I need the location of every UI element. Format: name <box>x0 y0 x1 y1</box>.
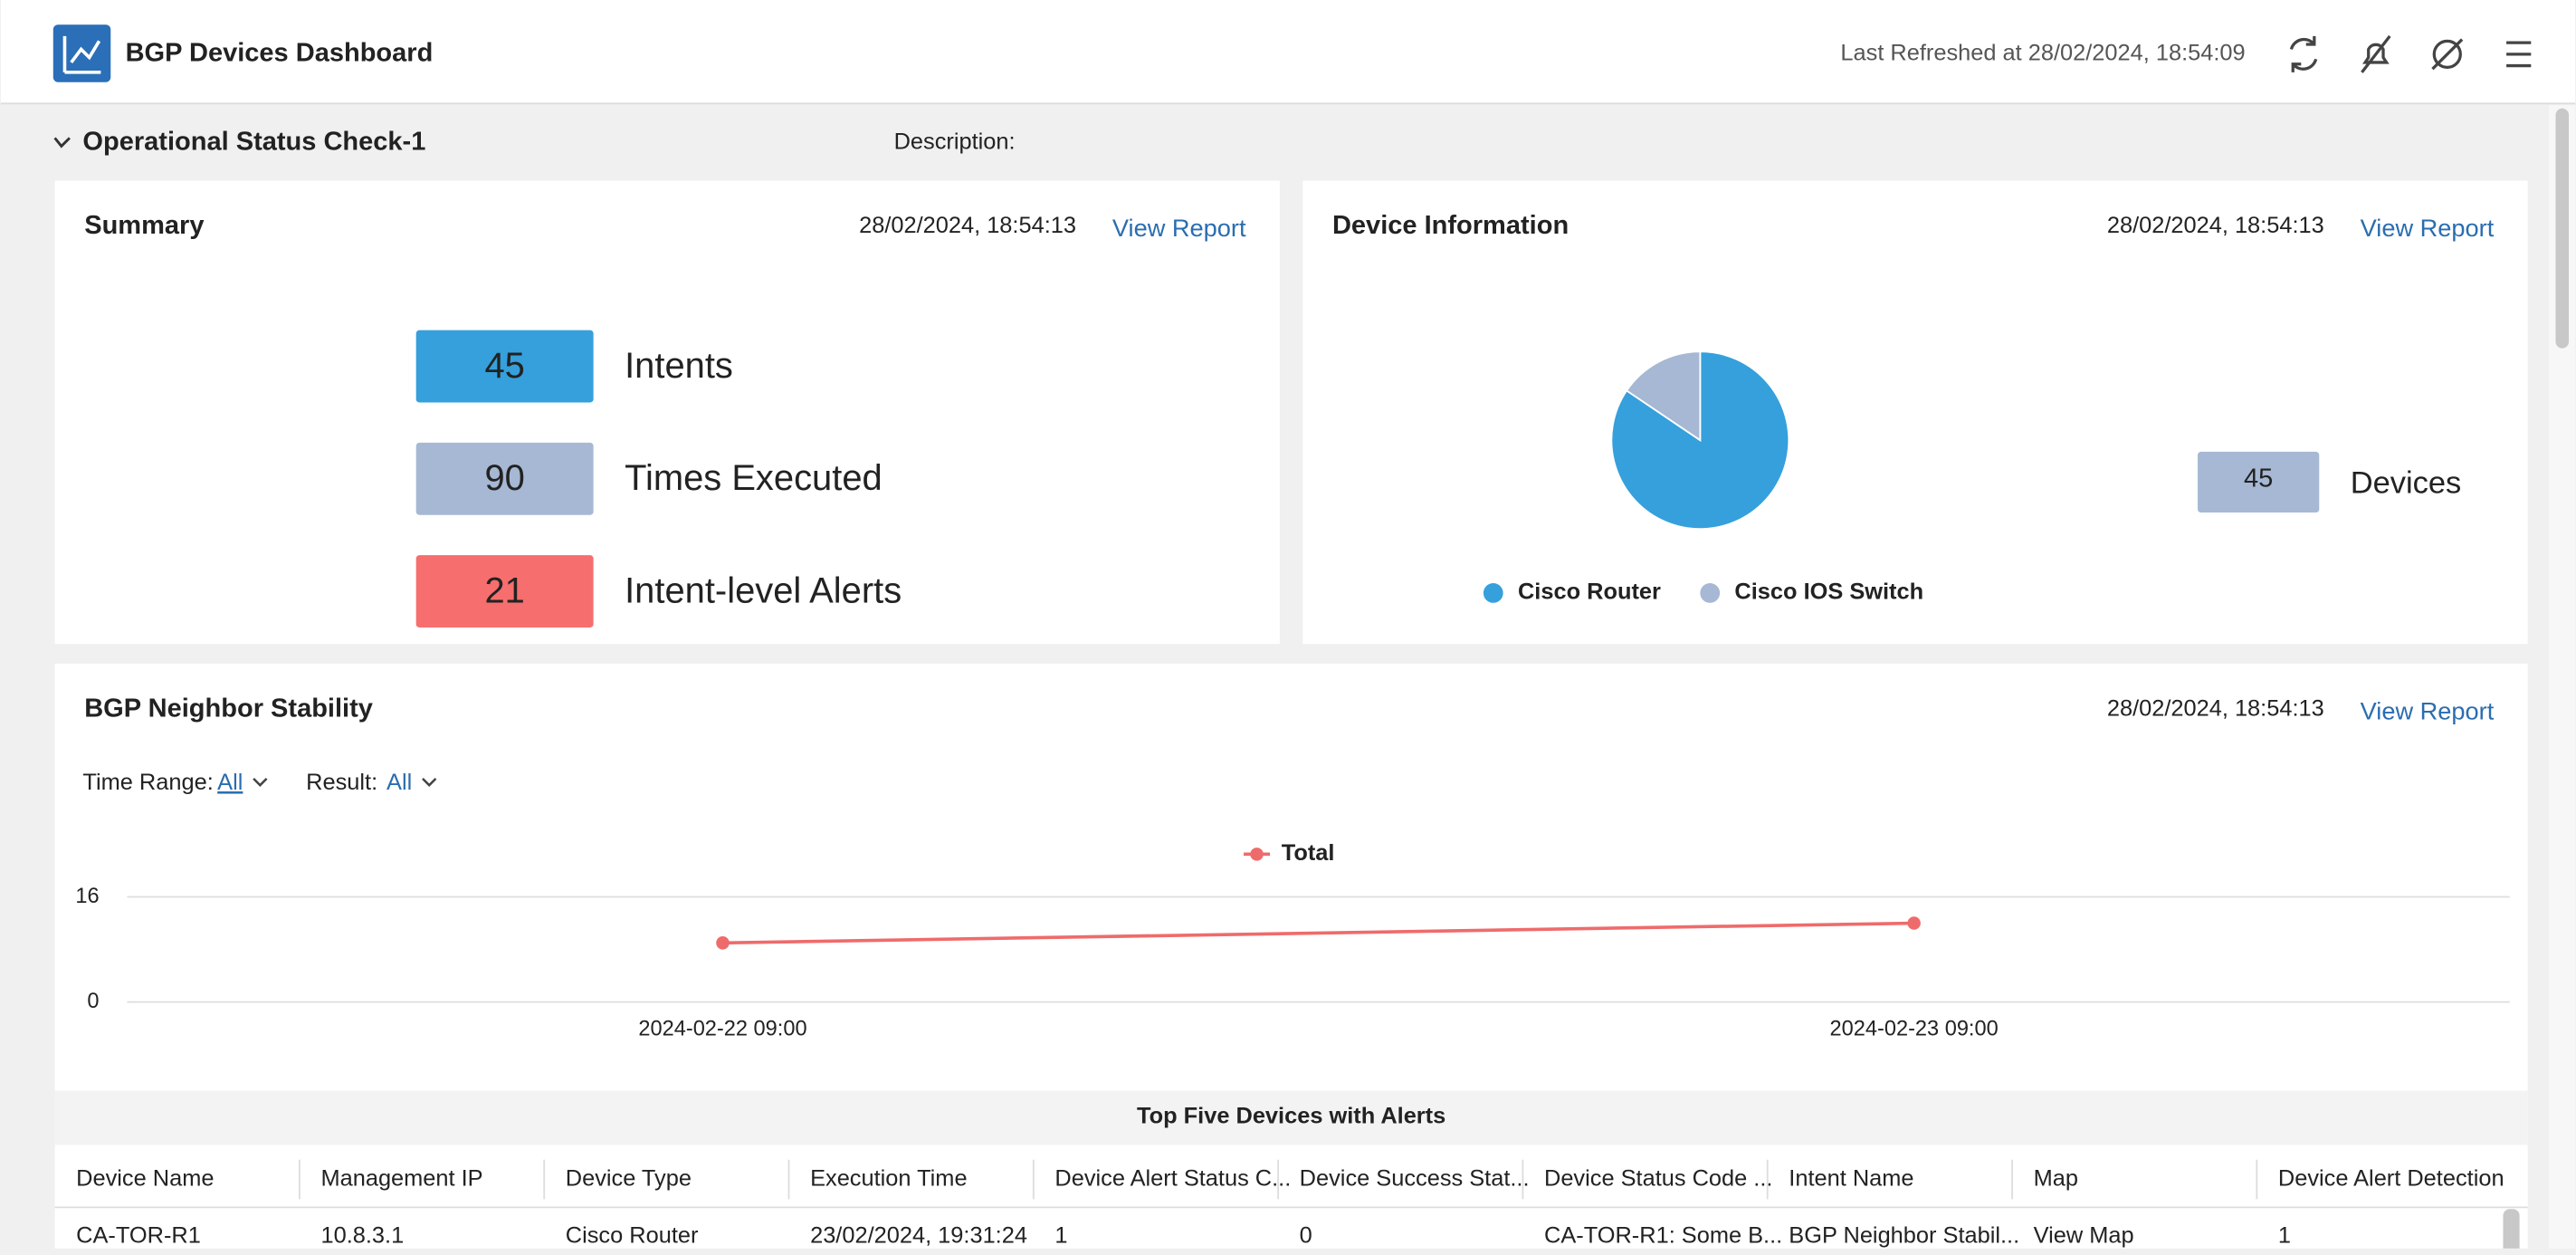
view-report-link[interactable]: View Report <box>2361 697 2495 725</box>
legend-dot <box>1250 848 1264 861</box>
section-title[interactable]: Operational Status Check-1 <box>82 128 425 157</box>
filter-label: Time Range: <box>82 770 213 795</box>
table-title: Top Five Devices with Alerts <box>1137 1103 1445 1128</box>
scrollbar-thumb[interactable] <box>2555 108 2570 349</box>
summary-label: Intent-level Alerts <box>625 570 902 610</box>
view-report-link[interactable]: View Report <box>2361 214 2495 242</box>
column-header[interactable]: Map <box>2034 1165 2078 1191</box>
legend-label[interactable]: Cisco IOS Switch <box>1734 580 1923 605</box>
series-line <box>722 921 1914 945</box>
table-cell: 0 <box>1300 1223 1312 1249</box>
table-cell[interactable]: 1 <box>1054 1223 1067 1249</box>
device-count-box <box>2198 451 2320 513</box>
view-report-link[interactable]: View Report <box>1112 214 1246 242</box>
y-tick-label: 16 <box>75 884 99 907</box>
table-cell: 1 <box>2278 1223 2291 1249</box>
header-bar <box>0 0 2576 104</box>
mute-icon[interactable] <box>2361 34 2391 73</box>
summary-label: Intents <box>625 346 733 386</box>
logo <box>52 24 111 82</box>
card-title: Summary <box>84 211 204 240</box>
table-title-band <box>54 1090 2528 1145</box>
device-count: 45 <box>2244 464 2273 493</box>
column-header[interactable]: Device Status Code ... <box>1544 1165 1772 1191</box>
column-header[interactable]: Device Alert Detection <box>2278 1165 2504 1191</box>
summary-value: 21 <box>484 570 524 610</box>
filter-chevron[interactable] <box>422 778 437 787</box>
table-cell: CA-TOR-R1: Some B... <box>1544 1223 1782 1249</box>
table-cell[interactable]: CA-TOR-R1 <box>76 1223 201 1249</box>
legend-label[interactable]: Cisco Router <box>1518 580 1661 605</box>
column-header[interactable]: Device Name <box>76 1165 214 1191</box>
table-cell: Cisco Router <box>566 1223 699 1249</box>
summary-box <box>415 330 594 403</box>
filter-chevron[interactable] <box>253 778 268 787</box>
device-info-card <box>1302 180 2528 645</box>
legend-dot <box>1483 583 1503 603</box>
x-tick-label: 2024-02-22 09:00 <box>638 1017 806 1040</box>
point[interactable] <box>716 936 730 950</box>
description-label: Description: <box>894 129 1016 155</box>
summary-box <box>415 555 594 628</box>
last-refreshed: Last Refreshed at 28/02/2024, 18:54:09 <box>1840 41 2245 66</box>
summary-label: Times Executed <box>625 458 883 498</box>
column-header[interactable]: Device Type <box>566 1165 692 1191</box>
app-title: BGP Devices Dashboard <box>126 39 434 68</box>
logo-glyph <box>62 35 101 74</box>
column-header[interactable]: Management IP <box>320 1165 482 1191</box>
refresh-icon[interactable] <box>2289 35 2318 72</box>
filter-value[interactable]: All <box>217 770 243 795</box>
table-cell: 23/02/2024, 19:31:24 <box>810 1223 1027 1249</box>
y-tick-label: 0 <box>87 989 99 1012</box>
card-timestamp: 28/02/2024, 18:54:13 <box>859 213 1076 238</box>
column-header[interactable]: Intent Name <box>1789 1165 1913 1191</box>
filter-label: Result: <box>306 770 377 795</box>
table-cell[interactable]: BGP Neighbor Stabil... <box>1789 1223 2019 1249</box>
summary-box <box>415 442 594 515</box>
x-tick-label: 2024-02-23 09:00 <box>1830 1017 1999 1040</box>
card-title: BGP Neighbor Stability <box>84 694 373 723</box>
disable-icon-slash <box>2431 38 2464 71</box>
summary-card <box>54 180 1280 645</box>
summary-value: 90 <box>484 458 524 498</box>
legend-dot <box>1700 583 1721 603</box>
pie-slice <box>1625 350 1702 442</box>
disable-icon[interactable] <box>2432 39 2462 70</box>
table-cell: 10.8.3.1 <box>320 1223 404 1249</box>
column-header[interactable]: Execution Time <box>810 1165 967 1191</box>
column-header[interactable]: Device Success Stat... <box>1300 1165 1530 1191</box>
legend-label[interactable]: Total <box>1282 840 1335 866</box>
card-timestamp: 28/02/2024, 18:54:13 <box>2107 695 2324 721</box>
table-scrollbar[interactable] <box>2503 1209 2520 1255</box>
device-count-label: Devices <box>2351 465 2462 500</box>
point[interactable] <box>1907 916 1921 930</box>
table-header-row <box>54 1149 2528 1208</box>
card-timestamp: 28/02/2024, 18:54:13 <box>2107 213 2324 238</box>
summary-value: 45 <box>484 346 524 386</box>
collapse-chevron[interactable] <box>53 137 71 148</box>
filter-value[interactable]: All <box>386 770 412 795</box>
menu-icon[interactable] <box>2506 41 2532 68</box>
card-title: Device Information <box>1332 211 1569 240</box>
table-cell[interactable]: View Map <box>2034 1223 2134 1249</box>
column-header[interactable]: Device Alert Status C... <box>1054 1165 1291 1191</box>
